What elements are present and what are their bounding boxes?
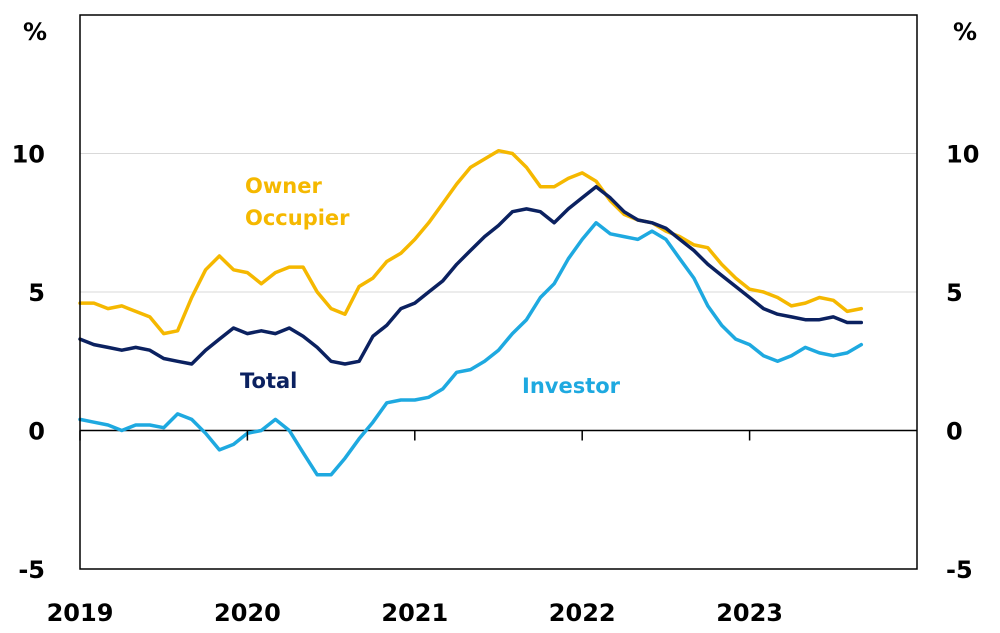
- left-axis-ticks: 10 5 0 -5: [12, 141, 45, 585]
- plot-frame: [79, 14, 918, 570]
- left-y-tick-label: -5: [18, 556, 45, 584]
- right-y-tick-label: 10: [946, 141, 979, 169]
- left-y-tick-label: 10: [12, 141, 45, 169]
- series-label-owner-occupier: Owner: [245, 174, 322, 198]
- gridlines: [80, 153, 917, 293]
- right-axis-ticks: 10 5 0 -5: [946, 141, 979, 585]
- right-y-tick-label: -5: [946, 556, 973, 584]
- x-tick-label: 2020: [214, 599, 281, 627]
- x-tick-label: 2023: [716, 599, 783, 627]
- series-line-owner-occupier: [78, 148, 864, 336]
- series-lines: [78, 148, 864, 477]
- x-tick-label: 2021: [381, 599, 448, 627]
- right-axis-unit: %: [953, 18, 977, 46]
- x-axis-ticks: 2019 2020 2021 2022 2023: [47, 430, 783, 627]
- series-labels: Owner Occupier Total Investor: [240, 174, 621, 398]
- left-y-tick-label: 5: [28, 279, 45, 307]
- left-y-tick-label: 0: [28, 418, 45, 446]
- left-axis-unit: %: [23, 18, 47, 46]
- series-label-investor: Investor: [522, 374, 621, 398]
- series-label-owner-occupier: Occupier: [245, 206, 350, 230]
- series-label-total: Total: [240, 369, 297, 393]
- series-line-total: [78, 184, 864, 366]
- right-y-tick-label: 5: [946, 279, 963, 307]
- x-tick-label: 2019: [47, 599, 114, 627]
- series-line-investor: [78, 221, 864, 477]
- x-tick-label: 2022: [549, 599, 616, 627]
- right-y-tick-label: 0: [946, 418, 963, 446]
